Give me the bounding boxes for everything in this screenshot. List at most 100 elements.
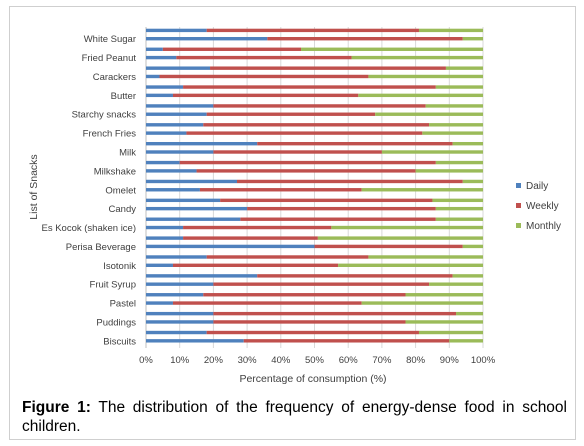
bars bbox=[146, 28, 483, 343]
x-tick-label: 80% bbox=[406, 355, 426, 366]
bar-segment-monthly bbox=[375, 112, 483, 116]
category-label: Biscuits bbox=[103, 336, 136, 347]
legend-swatch-daily bbox=[516, 183, 521, 188]
bar-segment-weekly bbox=[183, 236, 318, 240]
bar-segment-monthly bbox=[418, 330, 483, 335]
bar-segment-monthly bbox=[435, 160, 483, 165]
bar-segment-weekly bbox=[206, 330, 419, 335]
bar-segment-daily bbox=[146, 330, 207, 335]
bar-segment-daily bbox=[146, 66, 211, 70]
bar-segment-daily bbox=[146, 255, 207, 259]
bar-segment-weekly bbox=[203, 123, 430, 127]
bar-segment-daily bbox=[146, 244, 315, 249]
category-label: Fried Peanut bbox=[82, 53, 137, 64]
bar-segment-monthly bbox=[418, 28, 483, 33]
bar-segment-monthly bbox=[331, 225, 483, 230]
bar-segment-monthly bbox=[405, 320, 483, 324]
bar-segment-daily bbox=[146, 225, 184, 230]
category-label: Milk bbox=[119, 148, 136, 159]
bar-segment-monthly bbox=[301, 47, 483, 51]
legend-label-weekly: Weekly bbox=[526, 201, 559, 212]
bar-segment-monthly bbox=[452, 274, 483, 278]
category-label: Omelet bbox=[105, 185, 136, 196]
bar-segment-weekly bbox=[240, 217, 436, 221]
bar-segment-daily bbox=[146, 55, 177, 60]
bar-segment-monthly bbox=[462, 244, 483, 249]
bar-segment-monthly bbox=[445, 66, 483, 70]
bar-segment-weekly bbox=[183, 85, 436, 89]
bar-segment-daily bbox=[146, 74, 160, 79]
bar-segment-daily bbox=[146, 93, 173, 98]
bar-segment-monthly bbox=[415, 169, 483, 173]
bar-segment-weekly bbox=[172, 263, 339, 267]
bar-segment-monthly bbox=[361, 188, 483, 192]
x-axis-title: Percentage of consumption (%) bbox=[239, 373, 386, 385]
figure-frame bbox=[9, 6, 576, 440]
x-tick-label: 50% bbox=[305, 355, 325, 366]
figure-caption: Figure 1: The distribution of the freque… bbox=[22, 398, 567, 436]
category-label: Fruit Syrup bbox=[90, 280, 136, 291]
bar-segment-daily bbox=[146, 131, 187, 135]
caption-text: The distribution of the frequency of ene… bbox=[22, 399, 567, 435]
bar-segment-weekly bbox=[172, 301, 362, 305]
bar-segment-monthly bbox=[452, 141, 483, 146]
bar-segment-daily bbox=[146, 320, 214, 324]
x-tick-label: 70% bbox=[372, 355, 392, 366]
caption-label: Figure 1: bbox=[22, 399, 91, 416]
legend: Daily Weekly Monthly bbox=[516, 181, 561, 232]
bar-segment-weekly bbox=[247, 206, 436, 211]
category-labels: White Sugar Fried Peanut Carackers Butter St… bbox=[41, 34, 136, 347]
x-tick-label: 0% bbox=[139, 355, 153, 366]
y-axis-title: List of Snacks bbox=[28, 154, 40, 219]
bar-segment-weekly bbox=[213, 104, 426, 108]
legend-label-daily: Daily bbox=[526, 181, 548, 192]
bar-segment-weekly bbox=[267, 37, 463, 41]
bar-segment-weekly bbox=[236, 179, 463, 184]
bar-segment-daily bbox=[146, 217, 241, 221]
bar-segment-daily bbox=[146, 37, 268, 41]
bar-segment-daily bbox=[146, 311, 214, 316]
category-label: Puddings bbox=[96, 317, 136, 328]
x-tick-labels: 0% 10% 20% 30% 40% 50% 60% 70% 80% 90% 100% bbox=[139, 355, 496, 366]
bar-segment-weekly bbox=[243, 339, 450, 343]
category-label: Butter bbox=[111, 91, 136, 102]
bar-segment-monthly bbox=[462, 37, 483, 41]
bar-segment-weekly bbox=[159, 74, 369, 79]
bar-segment-weekly bbox=[220, 198, 433, 203]
stacked-bar-chart: White Sugar Fried Peanut Carackers Butter St… bbox=[28, 27, 561, 385]
bar-segment-daily bbox=[146, 112, 207, 116]
bar-segment-weekly bbox=[213, 150, 382, 154]
bar-segment-monthly bbox=[351, 55, 483, 60]
x-tick-label: 20% bbox=[204, 355, 224, 366]
bar-segment-monthly bbox=[338, 263, 483, 267]
bar-segment-weekly bbox=[199, 188, 362, 192]
legend-label-monthly: Monthly bbox=[526, 221, 561, 232]
bar-segment-daily bbox=[146, 169, 197, 173]
bar-segment-monthly bbox=[449, 339, 483, 343]
bar-segment-daily bbox=[146, 123, 204, 127]
bar-segment-weekly bbox=[176, 55, 352, 60]
bar-segment-daily bbox=[146, 188, 200, 192]
category-label: French Fries bbox=[83, 129, 137, 140]
bar-segment-daily bbox=[146, 160, 180, 165]
bar-segment-weekly bbox=[210, 66, 446, 70]
bar-segment-daily bbox=[146, 301, 173, 305]
bar-segment-monthly bbox=[317, 236, 483, 240]
bar-segment-weekly bbox=[162, 47, 302, 51]
bar-segment-daily bbox=[146, 274, 258, 278]
bar-segment-daily bbox=[146, 198, 221, 203]
bar-segment-weekly bbox=[213, 311, 457, 316]
bar-segment-daily bbox=[146, 263, 173, 267]
bar-segment-daily bbox=[146, 206, 248, 211]
bar-segment-daily bbox=[146, 85, 184, 89]
bar-segment-monthly bbox=[381, 150, 483, 154]
x-tick-label: 90% bbox=[440, 355, 460, 366]
bar-segment-weekly bbox=[213, 320, 406, 324]
bar-segment-weekly bbox=[213, 282, 430, 286]
bar-segment-weekly bbox=[257, 141, 453, 146]
bar-segment-daily bbox=[146, 47, 163, 51]
category-label: Es Kocok (shaken ice) bbox=[41, 223, 136, 234]
bar-segment-monthly bbox=[435, 217, 483, 221]
bar-segment-weekly bbox=[206, 28, 419, 33]
bar-segment-weekly bbox=[314, 244, 463, 249]
